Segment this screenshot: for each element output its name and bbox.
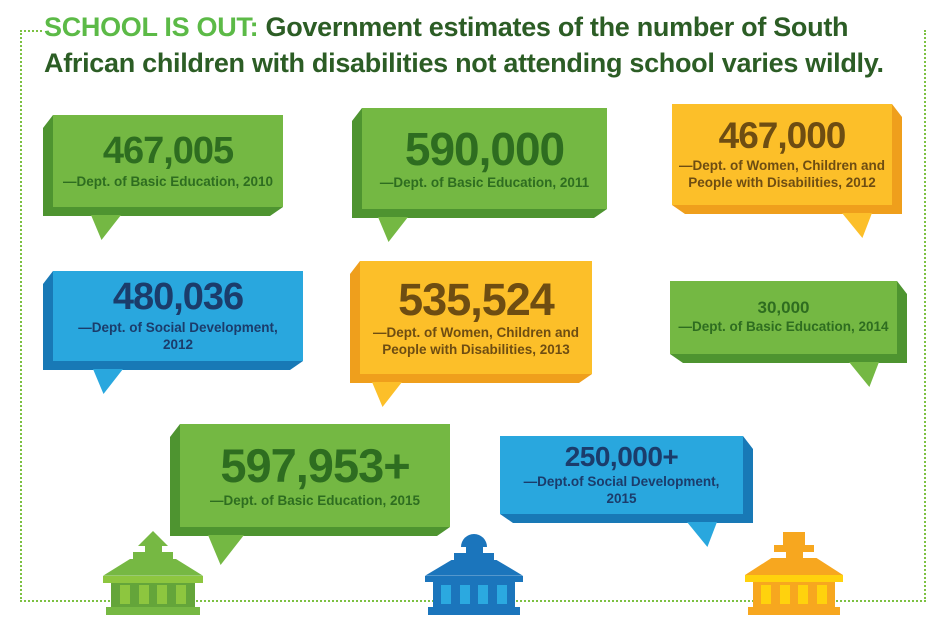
estimate-source: —Dept. of Basic Education, 2014 xyxy=(678,318,889,334)
column xyxy=(459,584,470,604)
column xyxy=(119,585,130,605)
building-roof-strip xyxy=(425,575,523,582)
building-roof-strip xyxy=(745,575,843,582)
bubble-face: 535,524 —Dept. of Women, Children and Pe… xyxy=(360,261,592,374)
tower-block xyxy=(783,532,805,545)
bubble-face: 597,953+ —Dept. of Basic Education, 2015 xyxy=(180,424,450,527)
cupola-tower-icon xyxy=(774,532,814,558)
estimate-value: 590,000 xyxy=(404,122,565,175)
building-roof-strip xyxy=(103,575,203,583)
cupola-block xyxy=(785,552,803,558)
building-body xyxy=(432,581,516,608)
building-body xyxy=(752,582,836,607)
estimate-source: —Dept. of Basic Education, 2011 xyxy=(379,175,590,191)
building-base xyxy=(427,607,521,615)
estimate-value: 250,000+ xyxy=(564,441,679,473)
column xyxy=(441,584,452,604)
estimate-source: —Dept. of Basic Education, 2010 xyxy=(62,173,274,189)
column xyxy=(478,584,489,604)
column xyxy=(816,585,827,604)
spire-roof xyxy=(138,531,168,546)
bubble-face: 480,036 —Dept. of Social Development, 20… xyxy=(53,271,303,361)
estimate-source: —Dept. of Social Development, 2012 xyxy=(78,320,278,352)
estimate-source: —Dept. of Basic Education, 2015 xyxy=(209,492,421,508)
title-highlight: SCHOOL IS OUT: xyxy=(44,12,259,42)
bubble-face: 467,000 —Dept. of Women, Children and Pe… xyxy=(672,104,892,205)
estimate-bubble-2013: 535,524 —Dept. of Women, Children and Pe… xyxy=(350,261,592,407)
building-body xyxy=(111,582,195,608)
estimate-bubble-2012-dsd: 480,036 —Dept. of Social Development, 20… xyxy=(43,271,303,394)
cupola-spire-icon xyxy=(133,531,173,559)
building-base xyxy=(747,607,841,615)
estimate-bubble-2015-dsd: 250,000+ —Dept.of Social Development, 20… xyxy=(500,436,753,547)
estimate-value: 480,036 xyxy=(112,276,244,319)
title-text: Government estimates of the number of So… xyxy=(44,12,884,78)
bubble-face: 590,000 —Dept. of Basic Education, 2011 xyxy=(362,108,607,209)
estimate-source: —Dept.of Social Development, 2015 xyxy=(523,473,720,506)
dome-roof xyxy=(461,534,487,547)
school-building-green-icon xyxy=(103,531,203,615)
estimate-value: 467,005 xyxy=(102,129,234,172)
column xyxy=(761,585,772,604)
column xyxy=(138,585,149,605)
cupola-bar xyxy=(133,552,173,559)
estimate-bubble-2011: 590,000 —Dept. of Basic Education, 2011 xyxy=(352,108,607,242)
estimate-value: 535,524 xyxy=(398,274,555,325)
estimate-value: 30,000 xyxy=(757,298,810,318)
column xyxy=(798,585,809,604)
estimate-bubble-2015-dbe: 597,953+ —Dept. of Basic Education, 2015 xyxy=(170,424,450,565)
cupola-bar xyxy=(774,545,814,552)
bubble-face: 467,005 —Dept. of Basic Education, 2010 xyxy=(53,115,283,207)
estimate-value: 597,953+ xyxy=(220,439,410,493)
estimate-bubble-2014: 30,000 —Dept. of Basic Education, 2014 xyxy=(670,281,907,387)
cupola-block xyxy=(144,546,162,552)
school-building-yellow-icon xyxy=(745,532,843,615)
school-building-blue-icon xyxy=(425,534,523,615)
bubble-face: 30,000 —Dept. of Basic Education, 2014 xyxy=(670,281,897,354)
building-base xyxy=(106,607,200,615)
estimate-bubble-2010: 467,005 —Dept. of Basic Education, 2010 xyxy=(43,115,283,240)
estimate-bubble-2012-wcpd: 467,000 —Dept. of Women, Children and Pe… xyxy=(672,104,902,238)
building-roof xyxy=(425,560,523,576)
building-roof xyxy=(745,558,843,575)
building-roof xyxy=(103,559,203,576)
column xyxy=(779,585,790,604)
column xyxy=(176,585,187,605)
page-title: SCHOOL IS OUT: Government estimates of t… xyxy=(44,8,922,86)
cupola-bar xyxy=(454,553,494,560)
column xyxy=(496,584,507,604)
bubble-face: 250,000+ —Dept.of Social Development, 20… xyxy=(500,436,743,514)
estimate-source: —Dept. of Women, Children and People wit… xyxy=(372,325,579,358)
estimate-value: 467,000 xyxy=(718,115,847,157)
estimate-source: —Dept. of Women, Children and People wit… xyxy=(678,158,885,190)
column xyxy=(157,585,168,605)
cupola-block xyxy=(465,547,483,553)
cupola-dome-icon xyxy=(454,534,494,560)
